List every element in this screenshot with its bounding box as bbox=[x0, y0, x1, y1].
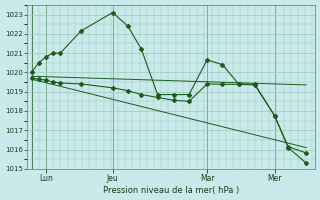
X-axis label: Pression niveau de la mer( hPa ): Pression niveau de la mer( hPa ) bbox=[103, 186, 239, 195]
